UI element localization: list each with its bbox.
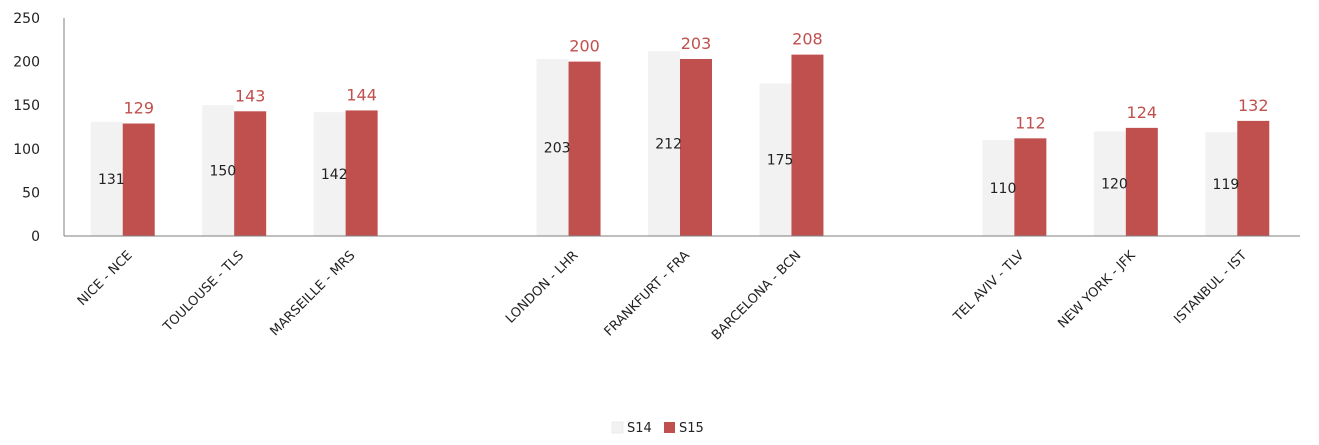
- bar-s15: [791, 55, 823, 236]
- bar-s15: [1237, 121, 1269, 236]
- bar-s15: [680, 59, 712, 236]
- data-label-s15: 129: [123, 99, 154, 118]
- x-tick-label: LONDON - LHR: [503, 248, 581, 326]
- x-tick-label: TOULOUSE - TLS: [160, 248, 247, 335]
- x-tick-label: FRANKFURT - FRA: [602, 248, 693, 339]
- x-axis: NICE - NCE TOULOUSE - TLS MARSEILLE - MRS L…: [64, 236, 1300, 343]
- y-tick-label: 250: [13, 11, 40, 27]
- legend-label-s15: S15: [679, 421, 704, 436]
- data-label-s15: 112: [1015, 113, 1046, 132]
- x-tick-label: NICE - NCE: [75, 248, 136, 309]
- legend-label-s14: S14: [627, 421, 652, 436]
- y-tick-label: 200: [13, 55, 40, 71]
- bar-s15: [123, 124, 155, 236]
- bar-s15: [1014, 138, 1046, 236]
- y-tick-label: 100: [13, 142, 40, 158]
- data-label-s14: 203: [544, 140, 571, 156]
- x-tick-label: BARCELONA - BCN: [709, 248, 804, 343]
- data-label-s15: 132: [1238, 96, 1269, 115]
- bars: 131 129 150 143 142 144 203 200 212 203 175 208 110 1…: [91, 30, 1270, 236]
- legend-swatch-s15: [664, 422, 675, 433]
- data-label-s15: 144: [346, 85, 377, 104]
- y-tick-label: 50: [22, 185, 40, 201]
- data-label-s14: 119: [1213, 177, 1240, 193]
- data-label-s14: 131: [98, 172, 125, 188]
- y-tick-label: 150: [13, 98, 40, 114]
- x-tick-label: MARSEILLE - MRS: [268, 248, 359, 339]
- legend: S14 S15: [612, 421, 704, 436]
- data-label-s15: 143: [235, 86, 266, 105]
- data-label-s14: 110: [990, 181, 1017, 197]
- x-tick-label: NEW YORK - JFK: [1055, 248, 1139, 332]
- data-label-s14: 150: [209, 164, 236, 180]
- y-tick-label: 0: [31, 229, 40, 245]
- data-label-s15: 124: [1127, 103, 1158, 122]
- data-label-s15: 203: [681, 34, 712, 53]
- bar-s15: [346, 110, 378, 236]
- data-label-s14: 142: [321, 167, 348, 183]
- x-tick-label: ISTANBUL - IST: [1171, 248, 1250, 327]
- data-label-s15: 208: [792, 30, 823, 49]
- bar-s15: [1126, 128, 1158, 236]
- bar-s15: [234, 111, 266, 236]
- y-axis: 0 50 100 150 200 250: [13, 11, 64, 245]
- x-tick-label: TEL AVIV - TLV: [950, 248, 1027, 325]
- data-label-s14: 120: [1101, 177, 1128, 193]
- data-label-s15: 200: [569, 37, 600, 56]
- legend-swatch-s14: [612, 422, 623, 433]
- data-label-s14: 212: [655, 137, 682, 153]
- bar-s15: [569, 62, 601, 236]
- data-label-s14: 175: [767, 153, 794, 169]
